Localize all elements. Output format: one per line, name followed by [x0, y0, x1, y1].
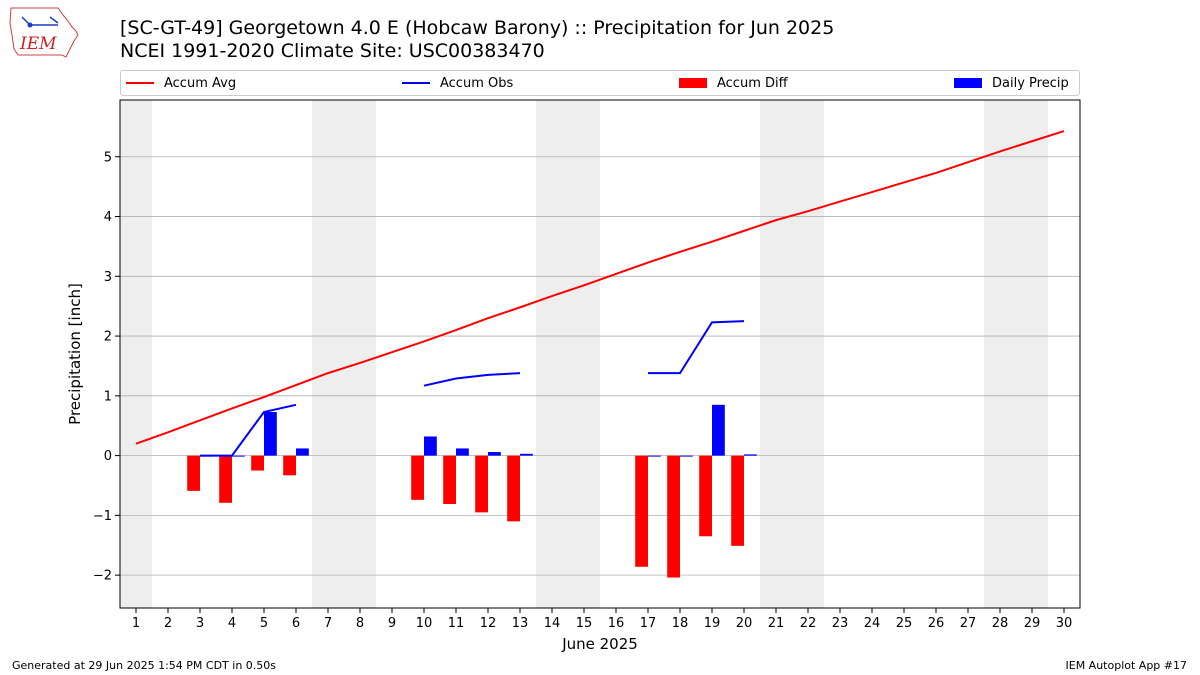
legend-item-accum-obs: Accum Obs	[402, 71, 513, 95]
legend-swatch-accum-avg	[126, 82, 154, 84]
x-tick-label: 22	[800, 616, 817, 631]
x-tick-label: 1	[132, 616, 140, 631]
weekend-shade-band	[312, 100, 376, 608]
x-tick-label: 25	[896, 616, 913, 631]
x-tick-label: 15	[576, 616, 593, 631]
accum-diff-bar	[475, 455, 488, 513]
x-tick-label: 9	[388, 616, 396, 631]
x-tick-label: 30	[1056, 616, 1073, 631]
y-tick-label: 2	[104, 330, 112, 345]
accum-diff-bar	[187, 455, 200, 491]
y-tick-label: 3	[104, 270, 112, 285]
daily-precip-bar	[296, 448, 309, 456]
x-tick-label: 24	[864, 616, 881, 631]
y-axis-label: Precipitation [inch]	[66, 283, 84, 425]
chart-title-line2: NCEI 1991-2020 Climate Site: USC00383470	[120, 40, 545, 62]
chart-title: [SC-GT-49] Georgetown 4.0 E (Hobcaw Baro…	[120, 17, 834, 63]
weekend-shade-band	[536, 100, 600, 608]
x-tick-label: 17	[640, 616, 657, 631]
x-tick-label: 12	[480, 616, 497, 631]
legend-item-accum-avg: Accum Avg	[126, 71, 236, 95]
y-tick-label: 5	[104, 150, 112, 165]
iem-logo: IEM	[9, 7, 79, 58]
bar-series	[187, 404, 757, 578]
accum-diff-bar	[219, 455, 232, 503]
x-tick-label: 3	[196, 616, 204, 631]
svg-text:IEM: IEM	[19, 34, 57, 54]
daily-precip-bar	[744, 454, 757, 456]
y-gridlines	[120, 156, 1080, 576]
accum-avg-line	[135, 130, 1065, 445]
chart-title-line1: [SC-GT-49] Georgetown 4.0 E (Hobcaw Baro…	[120, 17, 835, 39]
line-series	[135, 130, 1065, 457]
accum-diff-bar	[443, 455, 456, 505]
daily-precip-bar	[680, 455, 693, 457]
accum-diff-bar	[731, 455, 744, 546]
axes: 1 2 3 4 5 6 7 8 9 10 11 12 13 14 15 16 17 18 19 20 21 22 23 24 2…	[93, 150, 1072, 631]
accum-obs-line	[423, 372, 521, 387]
x-tick-label: 23	[832, 616, 849, 631]
weekend-shading	[120, 100, 1048, 608]
x-tick-label: 21	[768, 616, 785, 631]
legend-swatch-daily-precip	[954, 78, 982, 88]
x-axis-label: June 2025	[561, 635, 638, 653]
accum-obs-line	[648, 320, 745, 375]
x-tick-label: 26	[928, 616, 945, 631]
daily-precip-bar	[264, 411, 277, 456]
daily-precip-bar	[232, 455, 245, 457]
x-tick-label: 18	[672, 616, 689, 631]
x-tick-label: 14	[544, 616, 561, 631]
x-tick-label: 4	[228, 616, 236, 631]
x-tick-label: 8	[356, 616, 364, 631]
x-tick-label: 29	[1024, 616, 1041, 631]
legend-swatch-accum-diff	[679, 78, 707, 88]
daily-precip-bar	[424, 436, 437, 456]
x-tick-label: 20	[736, 616, 753, 631]
x-tick-label: 2	[164, 616, 172, 631]
plot-frame	[119, 99, 1081, 609]
legend-label-accum-avg: Accum Avg	[164, 75, 237, 91]
x-tick-label: 27	[960, 616, 977, 631]
legend-label-accum-diff: Accum Diff	[717, 75, 788, 91]
accum-diff-bar	[699, 455, 712, 537]
weekend-shade-band	[984, 100, 1048, 608]
x-tick-label: 28	[992, 616, 1009, 631]
accum-diff-bar	[251, 455, 264, 471]
accum-diff-bar	[635, 455, 648, 567]
x-tick-label: 13	[512, 616, 529, 631]
legend-swatch-accum-obs	[402, 82, 430, 84]
daily-precip-bar	[520, 453, 533, 456]
accum-diff-bar	[411, 455, 424, 500]
daily-precip-bar	[712, 404, 725, 456]
weekend-shade-band	[120, 100, 152, 608]
daily-precip-bar	[648, 455, 661, 457]
accum-obs-line	[200, 403, 297, 457]
legend-label-accum-obs: Accum Obs	[440, 75, 514, 91]
y-tick-label: −1	[93, 509, 112, 524]
footer-generated: Generated at 29 Jun 2025 1:54 PM CDT in …	[12, 659, 277, 672]
x-tick-label: 19	[704, 616, 721, 631]
x-tick-label: 6	[292, 616, 300, 631]
daily-precip-bar	[488, 452, 501, 456]
accum-diff-bar	[283, 455, 296, 476]
y-tick-label: −2	[93, 569, 112, 584]
accum-diff-bar	[507, 455, 520, 522]
legend-label-daily-precip: Daily Precip	[992, 75, 1069, 91]
chart-legend: Accum Avg Accum Obs Accum Diff Daily Pre…	[120, 70, 1080, 96]
daily-precip-bar	[456, 448, 469, 456]
legend-item-accum-diff: Accum Diff	[679, 71, 788, 95]
weekend-shade-band	[760, 100, 824, 608]
footer-app: IEM Autoplot App #17	[1065, 659, 1188, 672]
x-tick-label: 5	[260, 616, 268, 631]
legend-item-daily-precip: Daily Precip	[954, 71, 1069, 95]
x-tick-label: 7	[324, 616, 332, 631]
x-tick-label: 11	[448, 616, 465, 631]
x-tick-label: 16	[608, 616, 625, 631]
x-tick-label: 10	[416, 616, 433, 631]
y-tick-label: 0	[104, 449, 112, 464]
y-tick-label: 1	[104, 389, 112, 404]
accum-diff-bar	[667, 455, 680, 578]
y-tick-label: 4	[104, 210, 112, 225]
